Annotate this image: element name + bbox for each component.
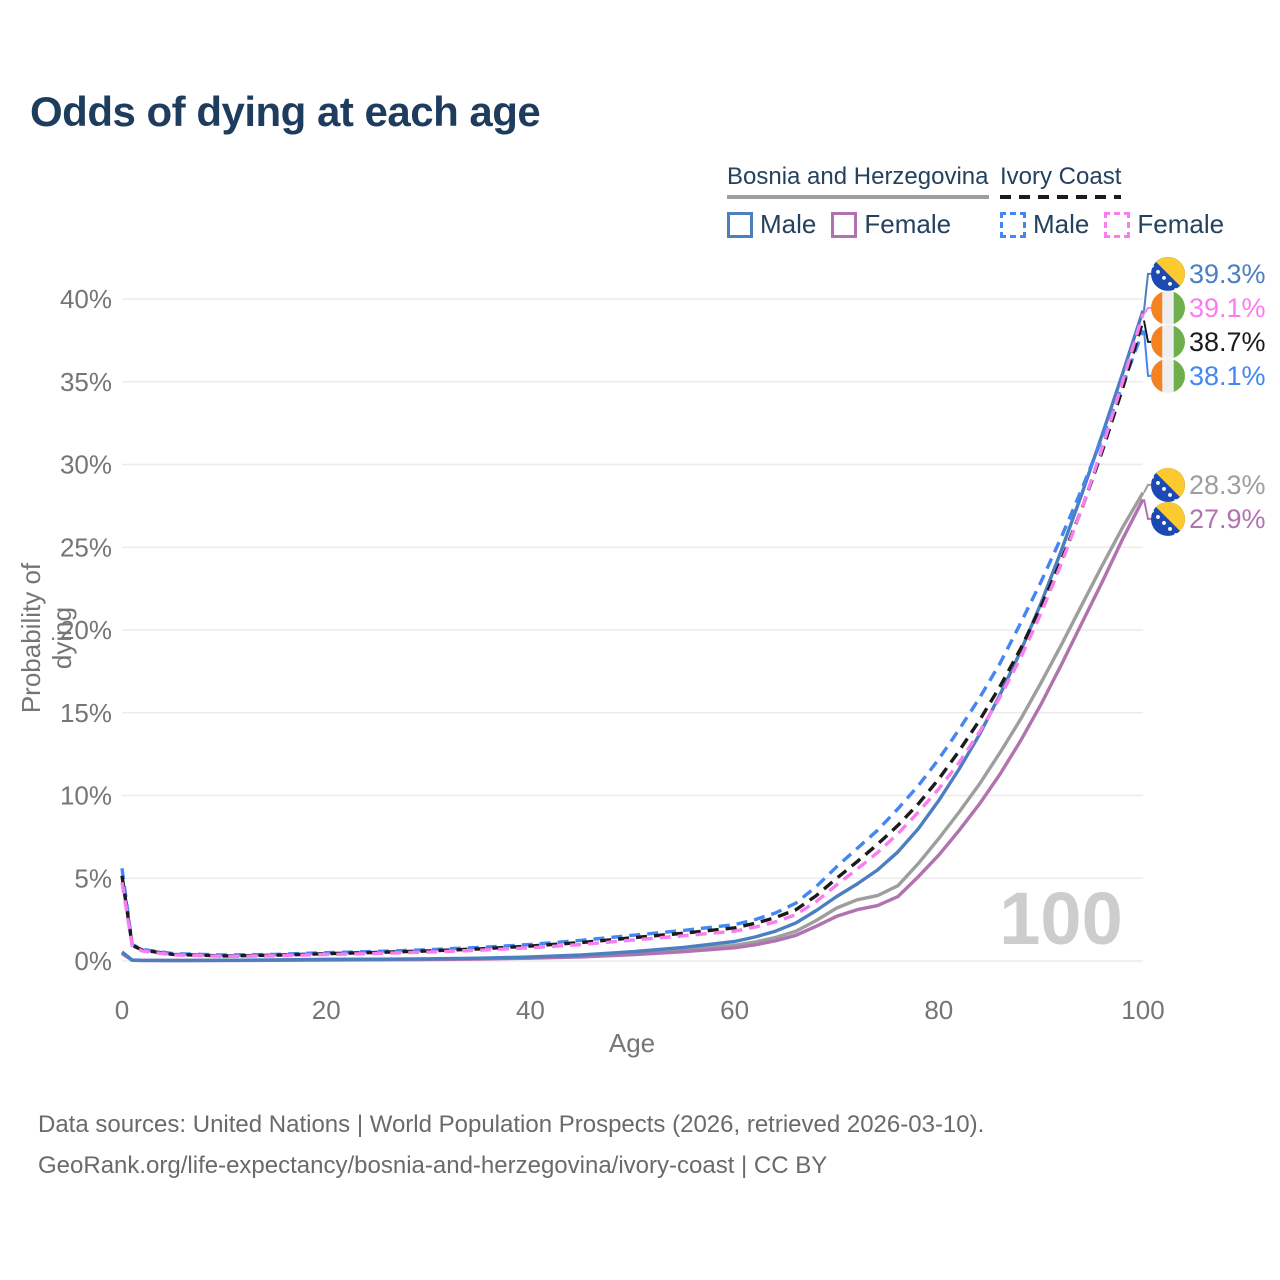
legend-item-label-ivory-coast-female: Female — [1137, 209, 1225, 239]
series-line-bosnia-and-herzegovina-female — [121, 498, 1145, 963]
x-tick-label: 80 — [924, 995, 953, 1025]
legend-item-ivory-coast-male[interactable]: Male — [1000, 209, 1089, 240]
age-cursor-watermark: 100 — [999, 877, 1123, 960]
legend-item-bosnia-male[interactable]: Male — [727, 209, 816, 240]
series-line-bosnia-and-herzegovina-overall — [120, 491, 1145, 963]
y-tick-label: 30% — [60, 450, 112, 480]
y-tick-label: 40% — [60, 284, 112, 314]
legend-item-label-bosnia-female: Female — [864, 209, 952, 239]
legend-swatch-ivory-coast-male-icon — [1000, 211, 1026, 238]
chart-plot-area: 0% 5% 10% 15% 20% 25% 30% 35% 40% 0 20 40 60 80 100 39.… — [60, 256, 1266, 1025]
y-tick-label: 10% — [60, 781, 112, 811]
series-line-ivory-coast-overall — [120, 320, 1145, 958]
y-tick-label: 15% — [60, 698, 112, 728]
leader-line-ivory-coast-female — [1143, 306, 1151, 315]
legend-item-bosnia-female[interactable]: Female — [831, 209, 951, 240]
legend-swatch-bosnia-female-icon — [831, 211, 858, 238]
bosnia-flag-icon — [1151, 256, 1185, 291]
legend-item-label-bosnia-male: Male — [760, 209, 817, 239]
leader-line-ivory-coast-male — [1143, 330, 1151, 377]
leader-line-ivory-coast-overall — [1143, 320, 1151, 343]
footer-attribution-link: GeoRank.org/life-expectancy/bosnia-and-h… — [38, 1152, 828, 1179]
legend-group-label-ivory-coast: Ivory Coast — [1000, 163, 1122, 190]
legend-underline-bosnia — [727, 195, 989, 199]
series-line-ivory-coast-male — [120, 329, 1145, 957]
x-tick-label: 100 — [1121, 995, 1164, 1025]
legend-group-bosnia: Bosnia and Herzegovina Male Female — [727, 163, 989, 240]
page-title: Odds of dying at each age — [30, 88, 541, 135]
series-line-ivory-coast-female — [120, 313, 1145, 959]
legend-group-label-bosnia: Bosnia and Herzegovina — [727, 163, 989, 190]
end-label-ivory-coast-male: 38.1% — [1189, 361, 1266, 391]
legend-group-header-bosnia: Bosnia and Herzegovina — [727, 163, 989, 199]
end-label-ivory-coast-female: 39.1% — [1189, 293, 1266, 323]
legend-items-ivory-coast: Male Female — [1000, 209, 1239, 240]
end-label-bosnia-and-herzegovina-overall: 28.3% — [1189, 470, 1266, 500]
legend-group-header-ivory-coast: Ivory Coast — [1000, 163, 1122, 199]
series-line-bosnia-and-herzegovina-male — [120, 310, 1145, 963]
leader-line-bosnia-and-herzegovina-overall — [1143, 483, 1151, 494]
legend-item-ivory-coast-female[interactable]: Female — [1104, 209, 1224, 240]
legend-item-label-ivory-coast-male: Male — [1033, 209, 1090, 239]
x-tick-label: 40 — [516, 995, 545, 1025]
end-label-bosnia-and-herzegovina-male: 39.3% — [1189, 259, 1266, 289]
ivory-coast-flag-icon — [1151, 358, 1185, 393]
legend-items-bosnia: Male Female — [727, 209, 989, 240]
end-label-bosnia-and-herzegovina-female: 27.9% — [1189, 504, 1266, 534]
y-tick-label: 35% — [60, 367, 112, 397]
y-tick-label: 25% — [60, 532, 112, 562]
x-tick-label: 60 — [720, 995, 749, 1025]
legend-group-ivory-coast: Ivory Coast Male Female — [1000, 163, 1239, 240]
end-label-ivory-coast-overall: 38.7% — [1189, 327, 1266, 357]
leader-line-bosnia-and-herzegovina-male — [1143, 272, 1151, 311]
footer-data-sources: Data sources: United Nations | World Pop… — [38, 1111, 985, 1138]
leader-line-bosnia-and-herzegovina-female — [1143, 499, 1151, 520]
footer: Data sources: United Nations | World Pop… — [38, 1104, 984, 1186]
legend-swatch-bosnia-male-icon — [727, 211, 753, 238]
y-tick-label: 0% — [74, 946, 112, 976]
y-tick-label: 5% — [74, 863, 112, 893]
x-tick-label: 0 — [115, 995, 129, 1025]
ivory-coast-flag-icon — [1151, 290, 1185, 325]
ivory-coast-flag-icon — [1151, 324, 1185, 359]
y-tick-label: 20% — [60, 615, 112, 645]
legend-underline-ivory-coast — [1000, 195, 1122, 199]
x-axis-title: Age — [608, 1028, 656, 1058]
gridlines: 0% 5% 10% 15% 20% 25% 30% 35% 40% — [60, 284, 1143, 976]
legend-swatch-ivory-coast-female-icon — [1104, 211, 1131, 238]
bosnia-flag-icon — [1151, 467, 1185, 502]
x-tick-label: 20 — [312, 995, 341, 1025]
